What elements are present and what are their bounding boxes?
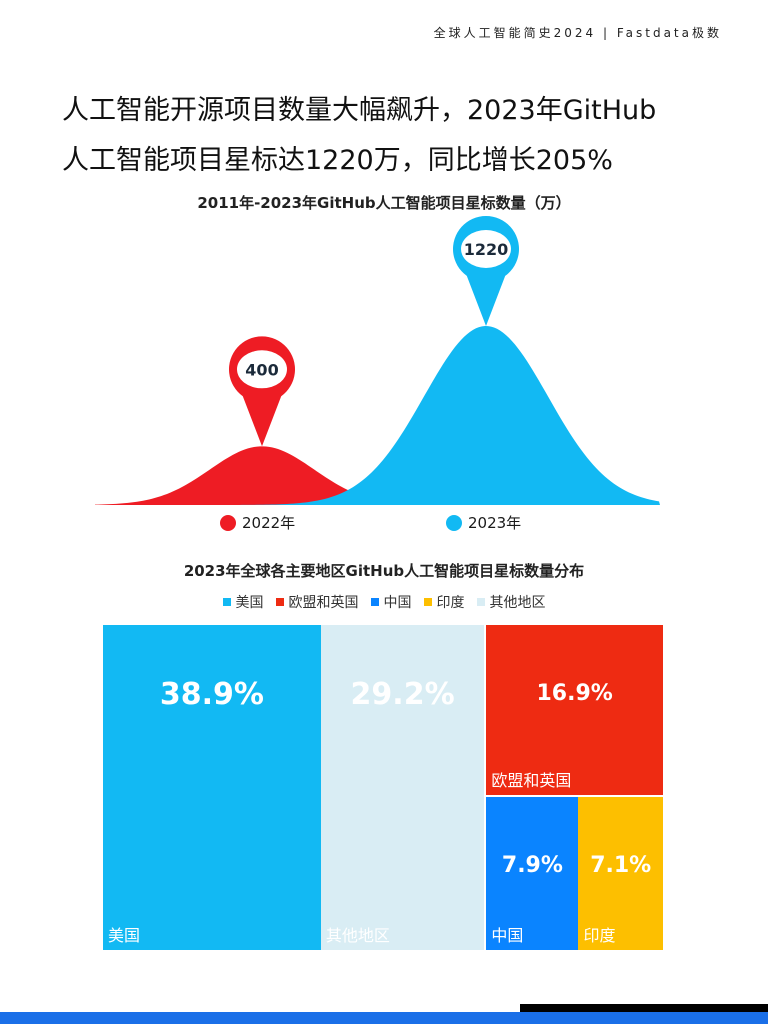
tile-value-india: 7.1% (590, 853, 652, 879)
legend-label-us: 美国 (235, 595, 264, 611)
legend-swatch-china (370, 598, 379, 606)
data-label-2023年: 1220 (464, 240, 509, 259)
value-marker-2023年: 1220 (453, 216, 519, 326)
treemap-tile-india: 7.1% 印度 (578, 797, 663, 950)
star-count-chart: 400 1220 (95, 216, 660, 505)
headline-line-1: 人工智能开源项目数量大幅飙升，2023年GitHub (62, 95, 657, 126)
legend-label-india: 印度 (436, 595, 465, 611)
tile-label-china: 中国 (491, 925, 524, 945)
curve-2023年 (95, 326, 660, 505)
legend-item-us: 美国 (222, 592, 264, 612)
tile-label-others: 其他地区 (325, 926, 390, 945)
legend-item-others: 其他地区 (476, 592, 546, 612)
tile-value-china: 7.9% (501, 853, 563, 879)
legend-swatch-others (476, 598, 485, 606)
chart1-legend: 2022年 2023年 (0, 512, 768, 538)
marker-bubble-2023年 (461, 230, 511, 268)
footer-bar-black (520, 1004, 768, 1012)
legend-item-india: 印度 (423, 592, 465, 612)
headline-line-2: 人工智能项目星标达1220万，同比增长205% (62, 145, 613, 176)
curve-2022年 (95, 446, 660, 505)
legend-swatch-us (222, 598, 231, 606)
headline: 人工智能开源项目数量大幅飙升，2023年GitHub 人工智能项目星标达1220… (62, 86, 722, 186)
tile-value-eu-uk: 16.9% (536, 681, 613, 706)
tile-label-india: 印度 (583, 925, 616, 945)
legend-label-2022: 2022年 (242, 514, 296, 532)
region-treemap: 38.9% 美国 16.9% 欧盟和英国 7.9% 中国 7.1% 印度 29.2% 其他地区 (103, 625, 663, 950)
legend-item-eu-uk: 欧盟和英国 (275, 592, 359, 612)
tile-label-eu-uk: 欧盟和英国 (491, 771, 572, 791)
chart2-legend: 美国 欧盟和英国 中国 印度 其他地区 (0, 592, 768, 612)
chart2-title: 2023年全球各主要地区GitHub人工智能项目星标数量分布 (183, 562, 585, 580)
legend-dot-2023 (446, 514, 462, 531)
value-marker-2022年: 400 (229, 336, 295, 447)
legend-swatch-eu-uk (275, 598, 284, 606)
legend-swatch-india (423, 598, 432, 606)
tile-value-us: 38.9% (159, 677, 264, 712)
legend-item-china: 中国 (370, 592, 412, 612)
marker-bubble-2022年 (237, 350, 287, 389)
tile-label-us: 美国 (108, 926, 141, 945)
treemap-tile-others: 29.2% 其他地区 (320, 625, 485, 950)
legend-label-2023: 2023年 (468, 514, 522, 532)
legend-item-2022: 2022年 (220, 512, 295, 533)
legend-label-others: 其他地区 (489, 595, 546, 611)
treemap-tile-eu-uk: 16.9% 欧盟和英国 (486, 625, 663, 796)
header-source: 全球人工智能简史2024 | Fastdata极数 (433, 26, 722, 40)
legend-label-eu-uk: 欧盟和英国 (288, 595, 359, 611)
legend-label-china: 中国 (383, 595, 412, 611)
legend-item-2023: 2023年 (446, 512, 521, 533)
data-label-2022年: 400 (245, 360, 278, 379)
footer-bar-blue (0, 1012, 768, 1024)
legend-dot-2022 (220, 514, 236, 531)
treemap-tile-us: 38.9% 美国 (103, 625, 321, 950)
treemap-tile-china: 7.9% 中国 (486, 797, 579, 950)
tile-value-others: 29.2% (350, 677, 455, 712)
chart1-title: 2011年-2023年GitHub人工智能项目星标数量（万） (197, 194, 571, 212)
